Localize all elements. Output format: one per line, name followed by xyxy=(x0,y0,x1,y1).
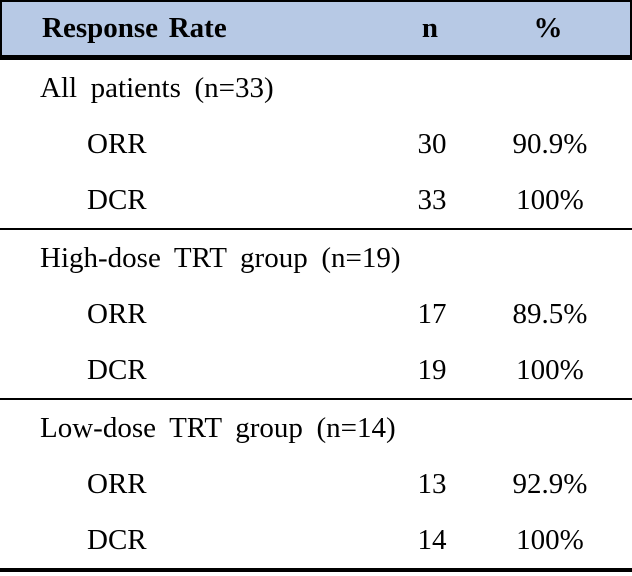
group-label: High-dose TRT group (n=19) xyxy=(40,241,401,274)
table-row: ORR 13 92.9% xyxy=(0,456,632,512)
table-row: ORR 17 89.5% xyxy=(0,286,632,342)
n-value: 30 xyxy=(417,127,447,160)
n-value: 33 xyxy=(417,183,447,216)
group-label-row: Low-dose TRT group (n=14) xyxy=(0,400,632,456)
percent-value: 100% xyxy=(516,523,584,556)
section-low-dose-trt: Low-dose TRT group (n=14) ORR 13 92.9% D… xyxy=(0,400,632,568)
group-label-row: High-dose TRT group (n=19) xyxy=(0,230,632,286)
section-high-dose-trt: High-dose TRT group (n=19) ORR 17 89.5% … xyxy=(0,230,632,400)
group-label-row: All patients (n=33) xyxy=(0,60,632,116)
percent-value: 92.9% xyxy=(512,467,588,500)
n-value: 19 xyxy=(417,353,447,386)
metric-label: DCR xyxy=(87,523,147,556)
percent-value: 100% xyxy=(516,353,584,386)
group-label: Low-dose TRT group (n=14) xyxy=(40,411,396,444)
percent-value: 100% xyxy=(516,183,584,216)
metric-label: DCR xyxy=(87,353,147,386)
table-row: DCR 19 100% xyxy=(0,342,632,398)
table-row: ORR 30 90.9% xyxy=(0,116,632,172)
table-row: DCR 33 100% xyxy=(0,172,632,228)
percent-value: 90.9% xyxy=(512,127,588,160)
header-response-rate: Response Rate xyxy=(42,12,227,44)
header-n: n xyxy=(421,12,439,44)
table-row: DCR 14 100% xyxy=(0,512,632,568)
n-value: 13 xyxy=(417,467,447,500)
header-percent: % xyxy=(533,12,563,44)
n-value: 17 xyxy=(417,297,447,330)
percent-value: 89.5% xyxy=(512,297,588,330)
table-header-row: Response Rate n % xyxy=(0,0,632,60)
metric-label: DCR xyxy=(87,183,147,216)
metric-label: ORR xyxy=(87,297,147,330)
metric-label: ORR xyxy=(87,127,147,160)
metric-label: ORR xyxy=(87,467,147,500)
n-value: 14 xyxy=(417,523,447,556)
section-all-patients: All patients (n=33) ORR 30 90.9% DCR 33 … xyxy=(0,60,632,230)
group-label: All patients (n=33) xyxy=(40,71,274,104)
